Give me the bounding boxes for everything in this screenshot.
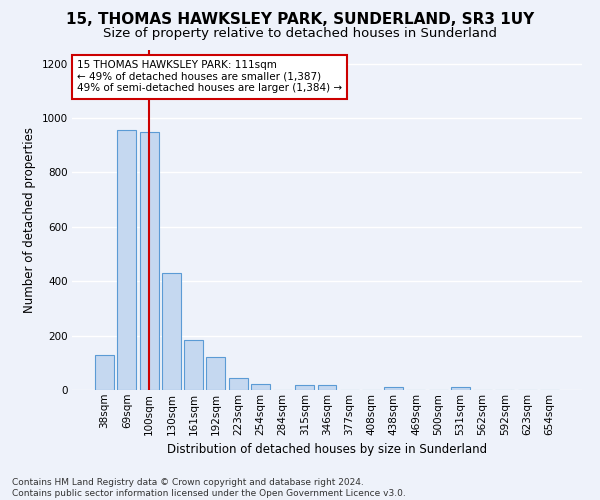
Y-axis label: Number of detached properties: Number of detached properties [23,127,36,313]
Text: Size of property relative to detached houses in Sunderland: Size of property relative to detached ho… [103,28,497,40]
Bar [140,132,158,390]
Bar [95,356,114,390]
Text: Contains HM Land Registry data © Crown copyright and database right 2024.
Contai: Contains HM Land Registry data © Crown c… [12,478,406,498]
Bar [317,385,337,390]
Bar [206,358,225,390]
Bar [229,378,248,390]
Text: 15 THOMAS HAWKSLEY PARK: 111sqm
← 49% of detached houses are smaller (1,387)
49%: 15 THOMAS HAWKSLEY PARK: 111sqm ← 49% of… [77,60,342,94]
Bar [162,273,181,390]
Bar [118,130,136,390]
X-axis label: Distribution of detached houses by size in Sunderland: Distribution of detached houses by size … [167,443,487,456]
Bar [251,384,270,390]
Text: 15, THOMAS HAWKSLEY PARK, SUNDERLAND, SR3 1UY: 15, THOMAS HAWKSLEY PARK, SUNDERLAND, SR… [66,12,534,28]
Bar [295,385,314,390]
Bar [384,386,403,390]
Bar [451,386,470,390]
Bar [184,340,203,390]
